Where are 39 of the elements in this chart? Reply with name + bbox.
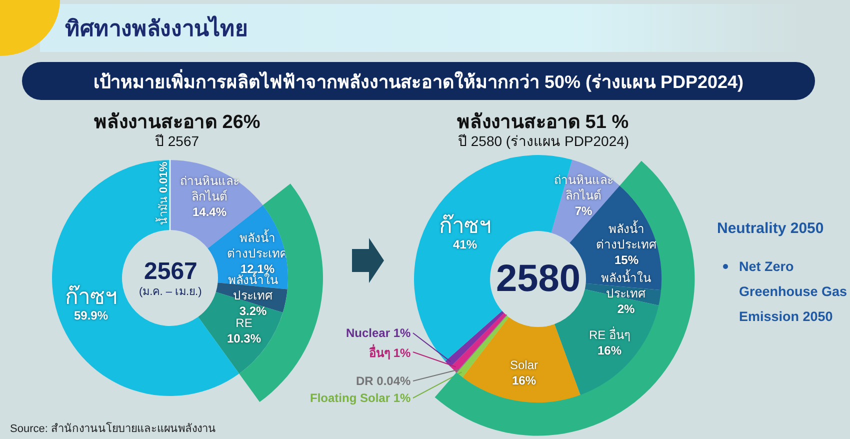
text: Neutrality 2050 [717,220,824,237]
slice-label: Solar [510,358,538,372]
data-label: 14.4% [192,205,227,220]
slice-label: พลังน้ำ ต่างประเทศ [227,229,288,261]
data-label: 10.3% [227,332,262,346]
slice-label: ก๊าซฯ [65,284,117,309]
text: (ม.ค. – เม.ย.) [139,286,202,298]
slice-label: น้ำมัน [158,196,170,226]
chart-subtitle: ปี 2567 [155,133,200,149]
data-label: 7% [574,204,592,218]
data-label: 3.2% [239,304,267,318]
slice-label: Nuclear 1% [346,326,412,340]
chart-title: พลังงานสะอาด 51 % [457,112,629,133]
text: Net Zero Greenhouse Gas Emission 2050 [739,258,848,326]
data-label: 0.01% [158,162,170,193]
data-label: 16% [512,374,536,388]
data-label: 16% [597,344,622,358]
slice-label: Floating Solar 1% [310,391,412,405]
data-label: 59.9% [74,308,108,323]
data-label: 15% [614,253,639,268]
slice-label: พลังน้ำใน ประเทศ [228,271,278,303]
slice-label: DR 0.04% [356,374,412,388]
data-label: 41% [452,238,478,252]
slice-label: ถ่านหินและ ลิกไนต์ [180,174,239,204]
slice-label: พลังน้ำใน ประเทศ [601,269,651,301]
source-note: Source: สำนักงานนโยบายและแผนพลังงาน [10,421,216,437]
text: 2567 [144,258,198,285]
slice-label: ก๊าซฯ [439,213,491,238]
slice-label: พลังน้ำ ต่างประเทศ [596,220,657,252]
donut-slice [445,310,504,367]
text: 2580 [496,258,581,300]
slice-label: RE อื่นๆ [589,326,630,342]
chart-title: พลังงานสะอาด 26% [94,112,260,133]
text: ทิศทางพลังงานไทย [65,14,248,43]
chart-subtitle: ปี 2580 (ร่างแผน PDP2024) [458,133,630,149]
slice-label: อื่นๆ 1% [369,344,412,360]
text: เป้าหมายเพิ่มการผลิตไฟฟ้าจากพลังงานสะอาดให้มากกว่า 50% (ร่างแผน PDP2024) [22,62,815,100]
data-label: 2% [617,302,635,316]
slice-label: RE [236,316,252,330]
